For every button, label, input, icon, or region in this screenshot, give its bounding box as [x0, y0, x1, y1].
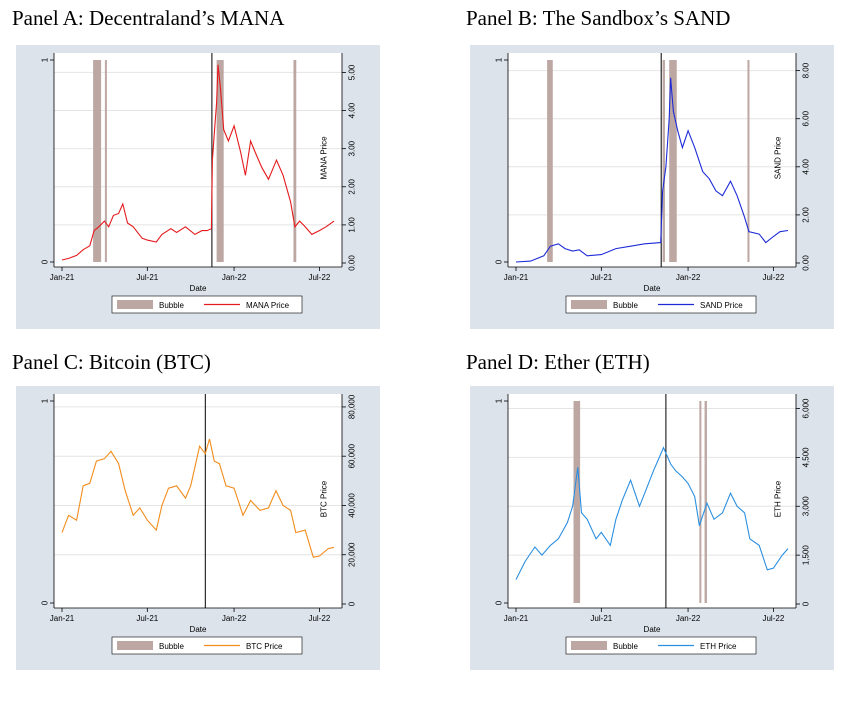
price-line — [61, 64, 335, 261]
right-axis-label: MANA Price — [320, 136, 329, 180]
x-tick-label: Jul-21 — [136, 614, 158, 623]
right-tick-label: 60,000 — [348, 443, 357, 468]
x-tick-label: Jan-21 — [504, 273, 529, 282]
panel-title-d: Panel D: Ether (ETH) — [466, 350, 650, 374]
chart-panel-b: 0 1 0.00 2.00 4.00 6.00 8.00 SAND Price Jan-21 Ju… — [470, 45, 834, 329]
right-tick-label: 4.00 — [348, 102, 357, 118]
x-axis-label: Date — [644, 284, 661, 293]
right-axis-label: ETH Price — [774, 480, 783, 517]
left-tick-label: 0 — [41, 259, 50, 264]
right-tick-label: 0 — [348, 601, 357, 606]
legend-bubble-swatch — [571, 641, 607, 650]
legend-bubble-swatch — [117, 300, 153, 309]
price-line — [515, 77, 789, 263]
x-axis-label: Date — [190, 284, 207, 293]
bubble-bar — [573, 401, 581, 603]
plot-area — [508, 394, 796, 608]
panel-title-a: Panel A: Decentraland’s MANA — [12, 6, 285, 30]
chart-panel-c: 0 1 0 20,000 40,000 60,000 80,000 BTC Price Jan-… — [16, 386, 380, 670]
left-tick-label: 1 — [495, 398, 504, 403]
chart-panel-a: 0 1 0.00 1.00 2.00 3.00 4.00 5.00 MANA Price Jan-… — [16, 45, 380, 329]
x-tick-label: Jan-22 — [676, 614, 701, 623]
x-tick-label: Jul-21 — [136, 273, 158, 282]
bubble-bar — [662, 60, 665, 262]
left-tick-label: 0 — [495, 259, 504, 264]
legend-price-label: SAND Price — [700, 301, 743, 310]
right-tick-label: 4,500 — [802, 447, 811, 468]
right-tick-label: 80,000 — [348, 394, 357, 419]
bubble-bar — [216, 60, 224, 262]
bubble-bar — [704, 401, 707, 603]
x-tick-label: Jul-22 — [308, 273, 330, 282]
legend-bubble-label: Bubble — [613, 642, 638, 651]
bubble-bar — [93, 60, 102, 262]
right-tick-label: 0.00 — [348, 255, 357, 271]
left-tick-label: 0 — [495, 600, 504, 605]
x-tick-label: Jul-22 — [762, 614, 784, 623]
x-tick-label: Jan-22 — [222, 614, 247, 623]
legend-price-label: MANA Price — [246, 301, 290, 310]
legend-bubble-label: Bubble — [159, 642, 184, 651]
x-tick-label: Jan-21 — [50, 614, 75, 623]
right-tick-label: 4.00 — [802, 158, 811, 174]
right-tick-label: 1,500 — [802, 545, 811, 566]
x-axis-label: Date — [190, 625, 207, 634]
price-line — [61, 438, 335, 558]
right-tick-label: 20,000 — [348, 542, 357, 567]
left-tick-label: 1 — [41, 57, 50, 62]
legend-bubble-label: Bubble — [159, 301, 184, 310]
price-line — [515, 446, 789, 580]
bubble-bar — [669, 60, 677, 262]
x-axis-label: Date — [644, 625, 661, 634]
bubble-bar — [104, 60, 107, 262]
x-tick-label: Jan-21 — [504, 614, 529, 623]
right-tick-label: 3.00 — [348, 140, 357, 156]
legend-bubble-label: Bubble — [613, 301, 638, 310]
legend-bubble-swatch — [117, 641, 153, 650]
chart-panel-d: 0 1 0 1,500 3,000 4,500 6,000 ETH Price Jan-21 Ju… — [470, 386, 834, 670]
left-tick-label: 1 — [41, 398, 50, 403]
right-tick-label: 40,000 — [348, 493, 357, 518]
bubble-bar — [747, 60, 750, 262]
legend-price-label: BTC Price — [246, 642, 283, 651]
right-tick-label: 6,000 — [802, 398, 811, 419]
plot-area — [54, 394, 342, 608]
bubble-bar — [547, 60, 553, 262]
x-tick-label: Jul-21 — [590, 273, 612, 282]
right-tick-label: 3,000 — [802, 496, 811, 517]
right-tick-label: 6.00 — [802, 110, 811, 126]
right-tick-label: 2.00 — [802, 207, 811, 223]
right-tick-label: 5.00 — [348, 64, 357, 80]
right-axis-label: SAND Price — [774, 136, 783, 179]
bubble-bar — [293, 60, 297, 262]
x-tick-label: Jul-22 — [762, 273, 784, 282]
x-tick-label: Jan-22 — [222, 273, 247, 282]
panel-title-c: Panel C: Bitcoin (BTC) — [12, 350, 211, 374]
x-tick-label: Jan-22 — [676, 273, 701, 282]
right-tick-label: 1.00 — [348, 217, 357, 233]
right-tick-label: 0 — [802, 601, 811, 606]
bubble-bar — [699, 401, 702, 603]
panel-title-b: Panel B: The Sandbox’s SAND — [466, 6, 731, 30]
left-tick-label: 0 — [41, 600, 50, 605]
x-tick-label: Jul-21 — [590, 614, 612, 623]
right-tick-label: 8.00 — [802, 62, 811, 78]
legend-bubble-swatch — [571, 300, 607, 309]
x-tick-label: Jul-22 — [308, 614, 330, 623]
right-tick-label: 2.00 — [348, 178, 357, 194]
left-tick-label: 1 — [495, 57, 504, 62]
right-tick-label: 0.00 — [802, 255, 811, 271]
legend-price-label: ETH Price — [700, 642, 737, 651]
x-tick-label: Jan-21 — [50, 273, 75, 282]
right-axis-label: BTC Price — [320, 480, 329, 517]
